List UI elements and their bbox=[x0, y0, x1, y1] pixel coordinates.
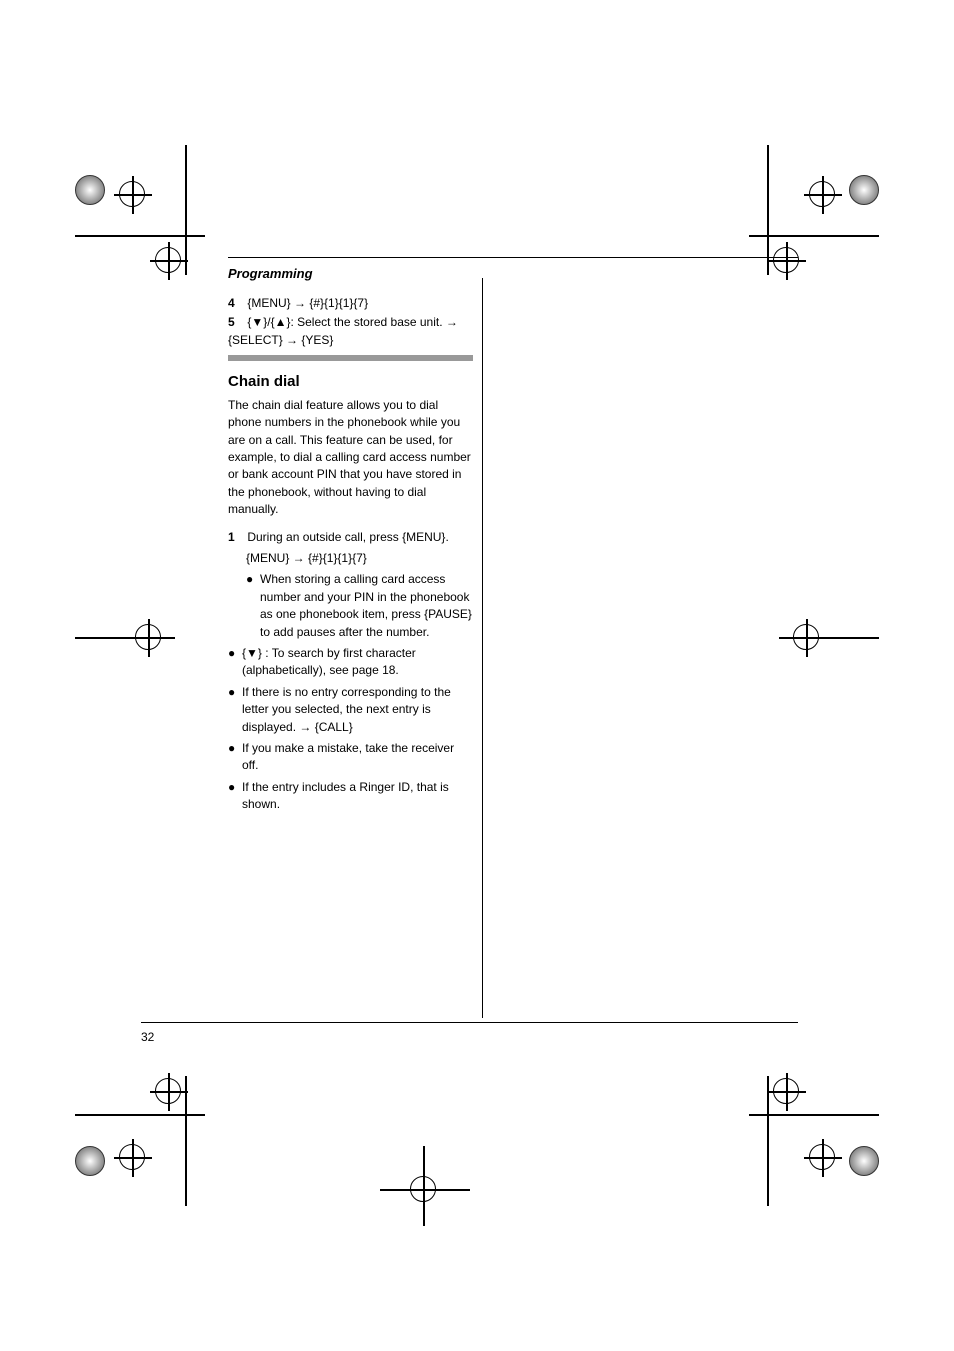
registration-vline bbox=[185, 145, 187, 275]
section-divider-bar bbox=[228, 355, 473, 361]
step-5-body: {▼}/{▲}: Select the stored base unit. → … bbox=[228, 315, 458, 346]
header-rule bbox=[228, 257, 798, 258]
bullet-2: ● If there is no entry corresponding to … bbox=[228, 684, 473, 736]
bullet-icon: ● bbox=[228, 645, 242, 680]
registration-ball-icon bbox=[849, 1146, 879, 1176]
bullet-icon: ● bbox=[246, 571, 260, 641]
step-number: 5 bbox=[228, 314, 244, 331]
step-4: 4 {MENU} → {#}{1}{1}{7} bbox=[228, 295, 473, 312]
bullet-icon: ● bbox=[228, 684, 242, 736]
note-1-text: When storing a calling card access numbe… bbox=[260, 571, 473, 641]
footer-rule bbox=[141, 1022, 798, 1023]
registration-vline bbox=[767, 145, 769, 275]
bullet-4-text: If the entry includes a Ringer ID, that … bbox=[242, 779, 473, 814]
step-1b-body: {MENU} → {#}{1}{1}{7} bbox=[246, 551, 367, 565]
registration-ball-icon bbox=[75, 175, 105, 205]
step-number: 1 bbox=[228, 529, 244, 546]
registration-vline bbox=[185, 1076, 187, 1206]
registration-vline bbox=[767, 1076, 769, 1206]
step-number: 4 bbox=[228, 295, 244, 312]
step-1-body: During an outside call, press {MENU}. bbox=[247, 530, 448, 544]
registration-cross-icon bbox=[773, 1078, 799, 1104]
page-number: 32 bbox=[141, 1030, 154, 1044]
bullet-3-text: If you make a mistake, take the receiver… bbox=[242, 740, 473, 775]
bullet-1-text: {▼} : To search by first character (alph… bbox=[242, 645, 473, 680]
registration-vline bbox=[423, 1146, 425, 1226]
registration-cross-icon bbox=[119, 181, 145, 207]
bullet-1a: {▼} bbox=[242, 646, 262, 660]
registration-ball-icon bbox=[75, 1146, 105, 1176]
registration-ball-icon bbox=[849, 175, 879, 205]
bullet-1: ● {▼} : To search by first character (al… bbox=[228, 645, 473, 680]
left-column: 4 {MENU} → {#}{1}{1}{7} 5 {▼}/{▲}: Selec… bbox=[228, 295, 473, 818]
registration-hline bbox=[380, 1189, 470, 1191]
bullet-4: ● If the entry includes a Ringer ID, tha… bbox=[228, 779, 473, 814]
bullet-1b: : To search by first character (alphabet… bbox=[242, 646, 416, 677]
step-1: 1 During an outside call, press {MENU}. bbox=[228, 529, 473, 546]
section-title: Chain dial bbox=[228, 371, 473, 393]
section-paragraph: The chain dial feature allows you to dia… bbox=[228, 397, 473, 519]
registration-cross-icon bbox=[809, 181, 835, 207]
bullet-3: ● If you make a mistake, take the receiv… bbox=[228, 740, 473, 775]
bullet-icon: ● bbox=[228, 740, 242, 775]
note-1: ● When storing a calling card access num… bbox=[246, 571, 473, 641]
step-5: 5 {▼}/{▲}: Select the stored base unit. … bbox=[228, 314, 473, 349]
registration-cross-icon bbox=[155, 247, 181, 273]
bullet-2-text: If there is no entry corresponding to th… bbox=[242, 684, 473, 736]
step-4-body: {MENU} → {#}{1}{1}{7} bbox=[247, 296, 368, 310]
registration-cross-icon bbox=[809, 1144, 835, 1170]
page-header-title: Programming bbox=[228, 266, 313, 281]
bullet-icon: ● bbox=[228, 779, 242, 814]
registration-cross-icon bbox=[155, 1078, 181, 1104]
registration-cross-icon bbox=[773, 247, 799, 273]
registration-cross-icon bbox=[119, 1144, 145, 1170]
column-separator bbox=[482, 278, 483, 1018]
step-1b: {MENU} → {#}{1}{1}{7} bbox=[246, 550, 473, 567]
registration-hline bbox=[75, 637, 175, 639]
registration-hline bbox=[779, 637, 879, 639]
